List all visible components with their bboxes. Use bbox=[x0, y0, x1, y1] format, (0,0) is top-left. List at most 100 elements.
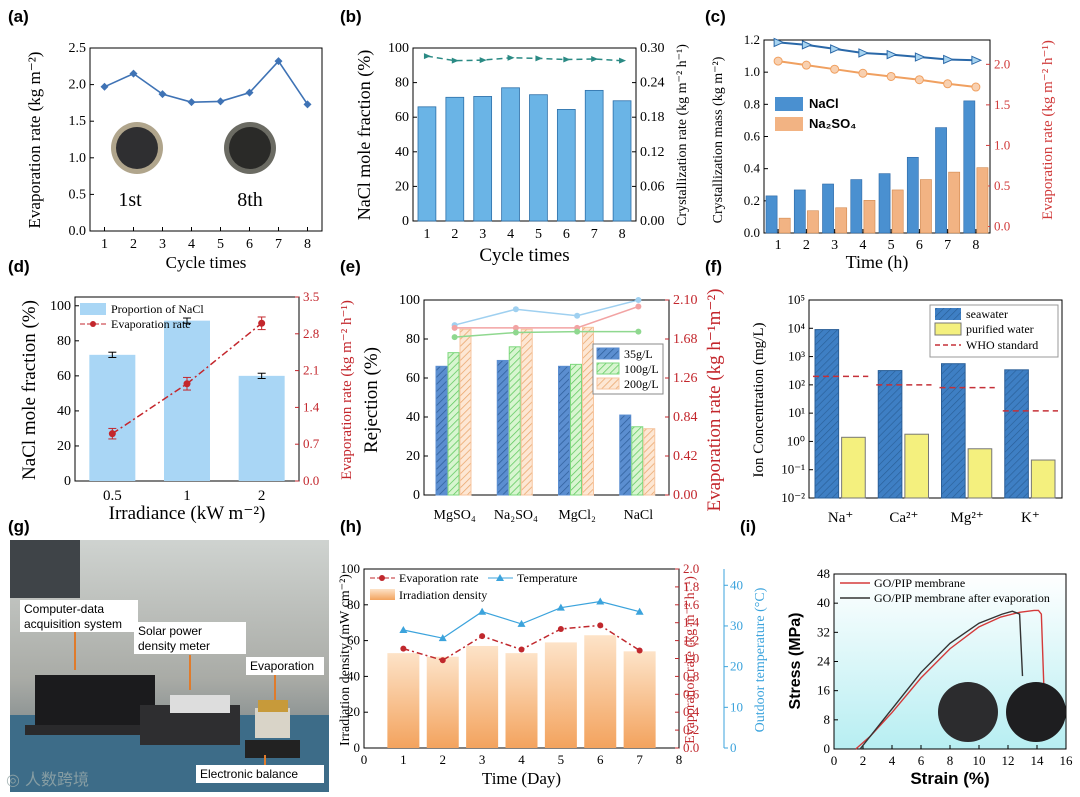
bar bbox=[582, 326, 594, 496]
series-line bbox=[426, 55, 623, 62]
data-point bbox=[479, 57, 487, 64]
y-tick-label: 1.0 bbox=[744, 64, 760, 79]
x-tick-label: Mg²⁺ bbox=[950, 510, 983, 526]
y2-tick-label: 0.6 bbox=[683, 686, 700, 701]
data-point bbox=[556, 603, 565, 611]
panel-label: (c) bbox=[705, 7, 726, 26]
annotation: 1st bbox=[118, 189, 142, 211]
data-point bbox=[274, 57, 283, 66]
bar bbox=[850, 179, 863, 234]
photo-label: Evaporation bbox=[250, 659, 314, 673]
bar bbox=[814, 329, 840, 499]
panel-label: (g) bbox=[8, 517, 30, 536]
bar bbox=[877, 370, 903, 499]
y2-tick-label: 0.18 bbox=[640, 110, 665, 125]
data-point bbox=[216, 97, 225, 106]
x-tick-label: 1 bbox=[400, 752, 407, 767]
y-tick-label: 10² bbox=[788, 377, 805, 392]
y-tick-label: 2.0 bbox=[69, 78, 87, 93]
bar bbox=[520, 328, 533, 496]
y-tick-label: 40 bbox=[817, 595, 830, 610]
y-axis-label: Rejection (%) bbox=[361, 347, 382, 453]
legend-label: Temperature bbox=[517, 571, 577, 585]
y-tick-label: 0.8 bbox=[744, 96, 760, 111]
data-point bbox=[635, 607, 644, 615]
y-tick-label: 0.5 bbox=[69, 187, 87, 202]
y2-tick-label: 0.0 bbox=[994, 219, 1010, 234]
data-point bbox=[517, 619, 526, 627]
y2-tick-label: 0.00 bbox=[673, 488, 698, 503]
bar bbox=[496, 359, 509, 496]
x-tick-label: 1 bbox=[423, 227, 430, 242]
bar bbox=[473, 96, 493, 222]
data-point bbox=[100, 82, 109, 91]
x-tick-label: 1 bbox=[183, 488, 191, 504]
y-tick-label: 1.2 bbox=[744, 32, 760, 47]
y-tick-label: 20 bbox=[406, 449, 420, 464]
y-tick-label: 0 bbox=[64, 474, 71, 489]
y-tick-label: 10⁻² bbox=[781, 490, 805, 505]
data-point bbox=[914, 75, 924, 85]
panel-label: (f) bbox=[705, 257, 722, 276]
y-tick-label: 0.0 bbox=[69, 224, 87, 239]
series-line bbox=[777, 60, 976, 89]
annotation: 8th bbox=[237, 189, 263, 211]
series-line bbox=[454, 305, 639, 329]
y2-tick-label: 1.26 bbox=[673, 371, 698, 386]
y2-tick-label: 3.5 bbox=[303, 289, 319, 304]
bar bbox=[501, 87, 520, 222]
bar bbox=[1030, 459, 1056, 499]
y2-tick-label: 0.12 bbox=[640, 145, 665, 160]
y-tick-label: 100 bbox=[341, 561, 361, 576]
x-tick-label: 1 bbox=[775, 238, 782, 253]
x-tick-label: MgSO₄ bbox=[434, 508, 476, 523]
data-point bbox=[830, 44, 841, 54]
y-tick-label: 80 bbox=[406, 332, 420, 347]
plot-frame bbox=[808, 299, 1063, 499]
legend-label: Evaporation rate bbox=[399, 571, 479, 585]
electronic-balance bbox=[245, 740, 300, 758]
y-tick-label: 20 bbox=[347, 704, 360, 719]
panel-label: (b) bbox=[340, 7, 362, 26]
data-point bbox=[563, 56, 571, 63]
y-tick-label: 48 bbox=[817, 566, 830, 581]
x-tick-label: 16 bbox=[1060, 753, 1074, 768]
data-point bbox=[557, 625, 564, 632]
y2-tick-label: 1.6 bbox=[683, 597, 700, 612]
y-tick-label: 40 bbox=[406, 410, 420, 425]
data-point bbox=[773, 37, 785, 48]
series-line bbox=[859, 610, 1024, 750]
bar bbox=[505, 653, 538, 748]
y-tick-label: 0.2 bbox=[744, 193, 760, 208]
x-tick-label: Na₂SO₄ bbox=[494, 508, 538, 523]
y-tick-label: 0 bbox=[824, 741, 831, 756]
x-tick-label: 12 bbox=[1002, 753, 1015, 768]
legend-swatch bbox=[775, 97, 803, 111]
x-tick-label: 4 bbox=[889, 753, 896, 768]
y-tick-label: 16 bbox=[817, 683, 831, 698]
x-tick-label: Ca²⁺ bbox=[889, 510, 918, 526]
data-point bbox=[801, 40, 813, 50]
label-box bbox=[246, 657, 324, 675]
y2-tick-label: 2.0 bbox=[994, 56, 1010, 71]
y-tick-label: 1.0 bbox=[69, 151, 87, 166]
bar bbox=[556, 109, 576, 222]
bar bbox=[948, 171, 961, 234]
x-tick-label: 6 bbox=[597, 752, 604, 767]
data-point bbox=[423, 53, 431, 60]
y-tick-label: 100 bbox=[399, 293, 420, 308]
y-tick-label: 60 bbox=[406, 371, 420, 386]
legend-label: Proportion of NaCl bbox=[111, 302, 204, 316]
legend-label: GO/PIP membrane bbox=[874, 576, 965, 590]
x-tick-label: 2 bbox=[130, 237, 137, 252]
data-point bbox=[619, 57, 627, 64]
laptop-base bbox=[25, 725, 160, 735]
y-axis-label: Stress (MPa) bbox=[787, 613, 804, 710]
plot-frame bbox=[412, 47, 637, 222]
y2-tick-label: 0.06 bbox=[640, 179, 665, 194]
x-tick-label: 6 bbox=[918, 753, 925, 768]
y-tick-label: 32 bbox=[817, 624, 830, 639]
y2-tick-label: 0.0 bbox=[683, 740, 699, 755]
series-line bbox=[855, 609, 1045, 750]
